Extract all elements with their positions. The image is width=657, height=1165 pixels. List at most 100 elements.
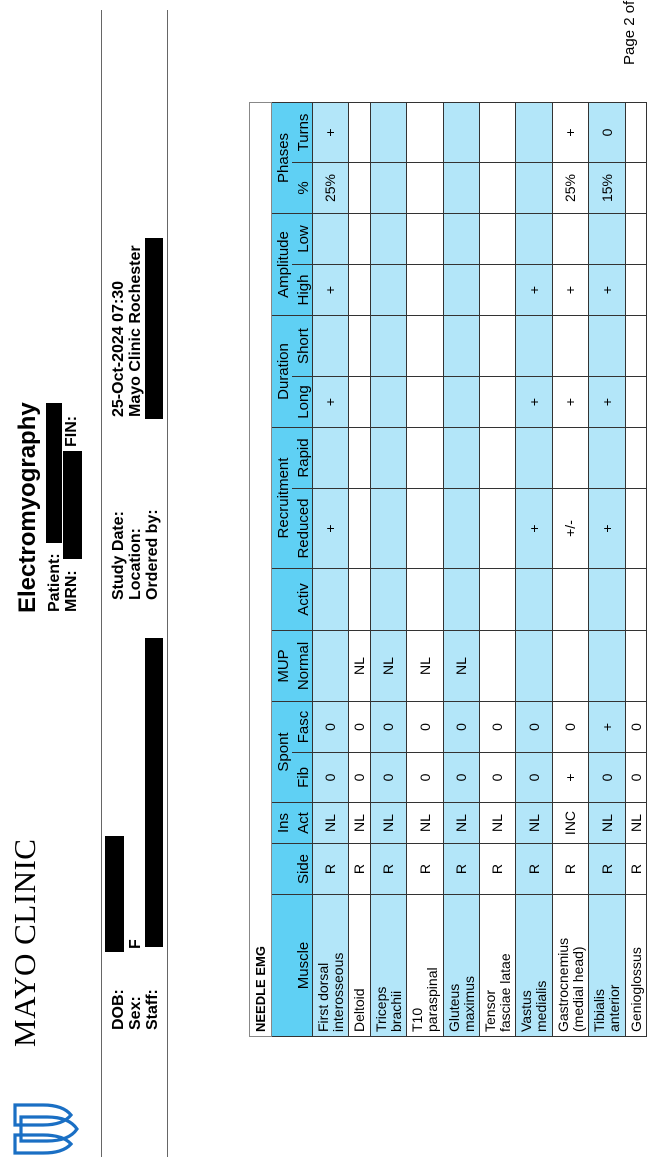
- value-cell: 0: [348, 752, 371, 803]
- value-cell: [443, 162, 480, 214]
- value-cell: R: [552, 843, 589, 895]
- value-cell: [515, 162, 553, 214]
- value-cell: [625, 488, 647, 569]
- ordered-by-redacted: [145, 238, 163, 419]
- value-cell: 0: [479, 752, 516, 803]
- header-divider: [101, 10, 102, 1157]
- value-cell: NL: [515, 802, 553, 844]
- staff-label: Staff:: [144, 989, 161, 1030]
- sex-label: Sex:: [127, 996, 144, 1030]
- value-cell: 0: [312, 701, 349, 753]
- value-cell: [348, 376, 371, 428]
- header-divider: [167, 10, 168, 1157]
- value-cell: [588, 315, 626, 377]
- value-cell: [348, 427, 371, 489]
- value-cell: [625, 376, 647, 428]
- value-cell: [625, 427, 647, 489]
- value-cell: 0: [515, 752, 553, 803]
- muscle-cell: Vastus medialis: [515, 894, 553, 1037]
- value-cell: [552, 630, 589, 702]
- value-cell: 15%: [588, 162, 626, 214]
- value-cell: [348, 102, 371, 163]
- value-cell: [370, 213, 407, 265]
- value-cell: [370, 568, 407, 631]
- table-row: Triceps brachii R NL 0 0 NL: [370, 102, 407, 1037]
- group-header-mup: MUP: [271, 630, 292, 702]
- col-header-fasc: Fasc: [292, 701, 313, 753]
- value-cell: [625, 315, 647, 377]
- value-cell: [625, 162, 647, 214]
- value-cell: [588, 630, 626, 702]
- location-label: Location:: [127, 528, 144, 600]
- muscle-cell: T10 paraspinal: [406, 894, 444, 1037]
- value-cell: [348, 568, 371, 631]
- value-cell: [406, 376, 444, 428]
- value-cell: [443, 427, 480, 489]
- value-cell: [479, 102, 516, 163]
- value-cell: [479, 213, 516, 265]
- value-cell: 0: [515, 701, 553, 753]
- value-cell: [370, 102, 407, 163]
- value-cell: NL: [625, 802, 647, 844]
- col-header-normal: Normal: [292, 630, 313, 702]
- value-cell: R: [479, 843, 516, 895]
- value-cell: +: [312, 488, 349, 569]
- value-cell: [479, 315, 516, 377]
- value-cell: 0: [552, 701, 589, 753]
- value-cell: +: [588, 701, 626, 753]
- value-cell: +/-: [552, 488, 589, 569]
- value-cell: +: [552, 752, 589, 803]
- col-header-act: Act: [292, 802, 313, 844]
- value-cell: [406, 568, 444, 631]
- value-cell: [443, 102, 480, 163]
- value-cell: 0: [443, 752, 480, 803]
- value-cell: 0: [370, 701, 407, 753]
- value-cell: R: [625, 843, 647, 895]
- col-header-pct: %: [292, 162, 313, 214]
- value-cell: [552, 568, 589, 631]
- value-cell: [443, 376, 480, 428]
- dob-label: DOB:: [110, 989, 127, 1030]
- study-date-value: 25-Oct-2024 07:30: [110, 280, 127, 417]
- logo-wordmark: MAYO CLINIC: [7, 838, 42, 1047]
- value-cell: 0: [625, 701, 647, 753]
- value-cell: +: [515, 376, 553, 428]
- value-cell: R: [348, 843, 371, 895]
- value-cell: 0: [625, 752, 647, 803]
- muscle-cell: First dorsal interosseous: [312, 894, 349, 1037]
- value-cell: [370, 264, 407, 316]
- mrn-label: MRN:: [63, 570, 80, 612]
- page-number: Page 2 of 2: [621, 0, 638, 65]
- value-cell: INC: [552, 802, 589, 844]
- value-cell: [370, 488, 407, 569]
- page-title: Electromyography: [14, 402, 41, 613]
- mayo-clinic-logo-icon: [13, 1103, 79, 1155]
- value-cell: +: [312, 102, 349, 163]
- value-cell: NL: [370, 802, 407, 844]
- value-cell: [348, 264, 371, 316]
- group-header-amplitude: Amplitude: [271, 213, 292, 316]
- value-cell: [443, 264, 480, 316]
- value-cell: [625, 568, 647, 631]
- value-cell: [370, 376, 407, 428]
- muscle-cell: Gluteus maximus: [443, 894, 480, 1037]
- value-cell: 0: [406, 701, 444, 753]
- mrn-redacted: [63, 451, 82, 559]
- value-cell: 0: [312, 752, 349, 803]
- value-cell: +: [552, 102, 589, 163]
- needle-emg-table: NEEDLE EMG Muscle Side Ins Spont MUP Act…: [249, 101, 647, 1037]
- value-cell: [588, 427, 626, 489]
- col-header-rapid: Rapid: [292, 427, 313, 489]
- group-header-recruitment: Recruitment: [271, 427, 292, 569]
- group-header-duration: Duration: [271, 315, 292, 428]
- value-cell: [552, 427, 589, 489]
- muscle-cell: Tibialis anterior: [588, 894, 626, 1037]
- value-cell: [443, 488, 480, 569]
- value-cell: [479, 568, 516, 631]
- value-cell: R: [370, 843, 407, 895]
- dob-redacted: [105, 836, 124, 952]
- col-header-reduced: Reduced: [292, 488, 313, 569]
- value-cell: [479, 427, 516, 489]
- value-cell: [370, 427, 407, 489]
